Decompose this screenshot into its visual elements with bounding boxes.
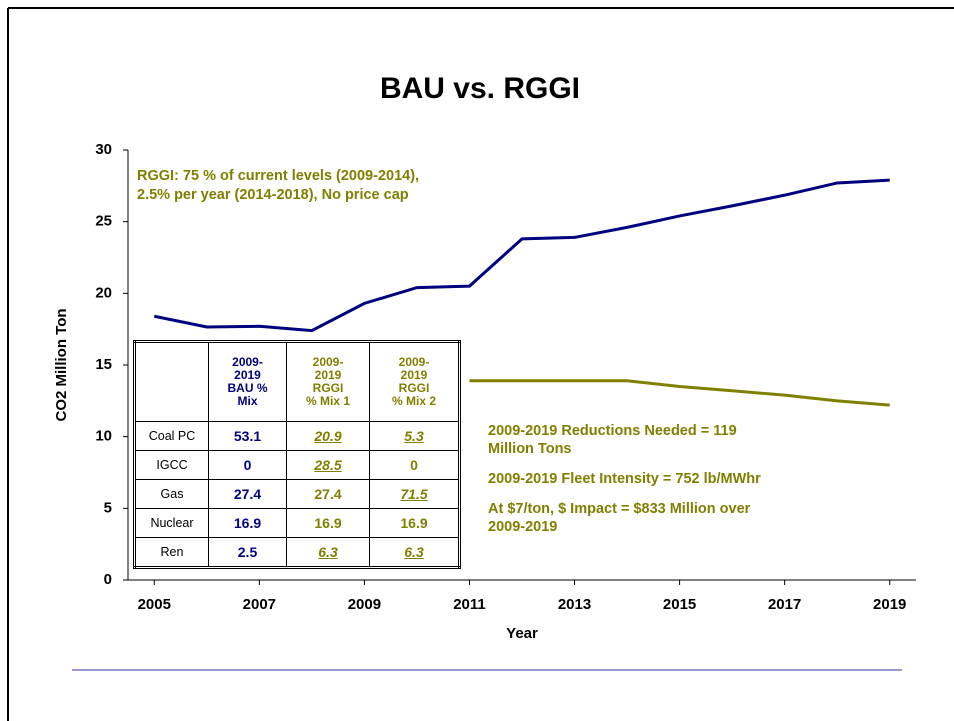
table-cell: 16.9 xyxy=(369,508,460,538)
table-header: 2009- 2019 RGGI % Mix 2 xyxy=(369,341,460,422)
table-header: 2009- 2019 BAU % Mix xyxy=(208,341,287,422)
annotation: 2009-2019 Reductions Needed = 119 xyxy=(488,423,737,439)
x-tick-label: 2011 xyxy=(453,596,486,613)
table-header xyxy=(134,341,209,422)
table-cell: 53.1 xyxy=(208,421,287,451)
x-tick-label: 2015 xyxy=(663,596,696,613)
table-cell: 16.9 xyxy=(208,508,287,538)
x-tick-label: 2019 xyxy=(873,596,906,613)
table-cell: 71.5 xyxy=(369,479,460,509)
table-cell: Coal PC xyxy=(134,421,209,451)
series-line xyxy=(469,379,890,407)
y-tick-label: 30 xyxy=(95,141,112,158)
table-cell: 6.3 xyxy=(369,537,460,568)
table-cell: 28.5 xyxy=(286,450,370,480)
chart-title: BAU vs. RGGI xyxy=(380,72,580,105)
y-tick-label: 10 xyxy=(95,428,112,445)
table-cell: 2.5 xyxy=(208,537,287,568)
y-tick-label: 15 xyxy=(95,356,112,373)
x-tick-label: 2017 xyxy=(768,596,801,613)
x-axis-label: Year xyxy=(506,625,538,642)
series-line xyxy=(153,178,890,333)
table-cell: 0 xyxy=(208,450,287,480)
table-cell: IGCC xyxy=(134,450,209,480)
y-tick-label: 5 xyxy=(104,499,112,516)
x-tick-label: 2013 xyxy=(558,596,591,613)
y-tick-label: 20 xyxy=(95,284,112,301)
annotation: RGGI: 75 % of current levels (2009-2014)… xyxy=(137,168,419,184)
annotation: 2009-2019 xyxy=(488,519,557,535)
y-axis-label: CO2 Million Ton xyxy=(53,308,70,421)
table-cell: Nuclear xyxy=(134,508,209,538)
annotation: 2.5% per year (2014-2018), No price cap xyxy=(137,187,409,203)
table-cell: Ren xyxy=(134,537,209,568)
y-tick-label: 0 xyxy=(104,571,112,588)
table-cell: 27.4 xyxy=(286,479,370,509)
y-tick-label: 25 xyxy=(95,213,112,230)
table-cell: 5.3 xyxy=(369,421,460,451)
table-cell: 20.9 xyxy=(286,421,370,451)
annotation: At $7/ton, $ Impact = $833 Million over xyxy=(488,501,751,517)
table-cell: 0 xyxy=(369,450,460,480)
table-cell: Gas xyxy=(134,479,209,509)
mix-table: 2009- 2019 BAU % Mix 2009- 2019 RGGI % M… xyxy=(133,340,461,569)
table-cell: 27.4 xyxy=(208,479,287,509)
table-cell: 6.3 xyxy=(286,537,370,568)
x-tick-label: 2007 xyxy=(243,596,276,613)
x-tick-label: 2005 xyxy=(138,596,171,613)
x-tick-label: 2009 xyxy=(348,596,381,613)
table-cell: 16.9 xyxy=(286,508,370,538)
annotation: Million Tons xyxy=(488,441,572,457)
table-header: 2009- 2019 RGGI % Mix 1 xyxy=(286,341,370,422)
annotation: 2009-2019 Fleet Intensity = 752 lb/MWhr xyxy=(488,471,761,487)
